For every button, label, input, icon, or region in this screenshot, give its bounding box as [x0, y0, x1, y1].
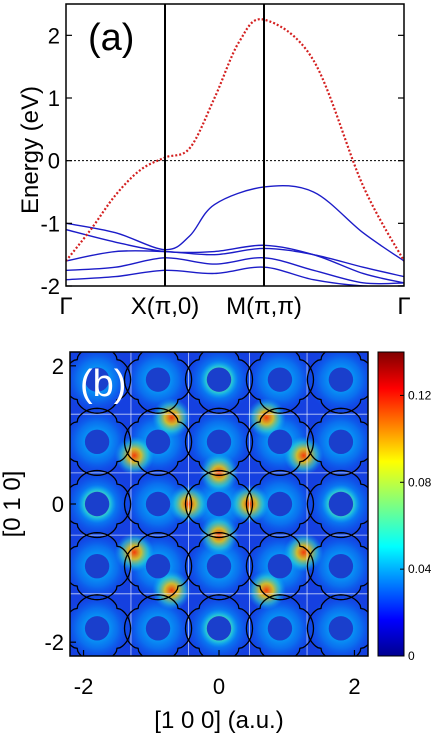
atom-site — [84, 491, 110, 517]
band-lines — [66, 184, 404, 286]
contour-line — [70, 532, 132, 601]
k-label-m: M(π,π) — [226, 293, 302, 320]
highlighted-band — [66, 18, 404, 262]
energy-axis-label: Energy (eV) — [17, 86, 44, 214]
atom-site — [328, 491, 354, 517]
band-plot-frame — [65, 3, 405, 287]
heatmap-hotspot — [246, 570, 286, 610]
x-tick-label: -2 — [74, 674, 94, 699]
atom-site — [267, 367, 293, 392]
band-line-2 — [66, 228, 404, 284]
contour-line — [123, 532, 193, 601]
y-axis-label: [0 1 0] — [0, 471, 26, 538]
band-line-4 — [66, 257, 404, 285]
heatmap-hotspot — [152, 398, 192, 438]
contour-line — [184, 407, 254, 476]
atom-site — [206, 367, 232, 392]
band-line-3 — [66, 247, 404, 278]
atom-site — [206, 429, 232, 455]
x-tick-label: 0 — [213, 674, 225, 699]
atom-site — [145, 616, 171, 641]
atom-site — [328, 553, 354, 579]
x-axis-label: [1 0 0] (a.u.) — [154, 707, 283, 734]
atom-site — [84, 616, 110, 641]
atom-site — [145, 429, 171, 455]
atom-site — [267, 491, 293, 517]
heatmap-cells — [70, 352, 368, 656]
panel-a-label: (a) — [88, 17, 134, 59]
y-tick-label: 0 — [52, 492, 64, 517]
energy-axis-ticks: -2 -1 0 1 2 — [40, 23, 404, 299]
heatmap-axis-ticks: -2 0 2 -2 0 2 — [44, 354, 360, 699]
atom-site — [206, 616, 232, 641]
atom-site — [145, 367, 171, 392]
x-tick-label: 2 — [348, 674, 360, 699]
heatmap-hotspot — [246, 398, 286, 438]
energy-tick-label: 2 — [48, 23, 60, 48]
atom-site — [328, 616, 354, 641]
k-label-gamma-start: Γ — [59, 293, 72, 320]
contour-line — [123, 407, 193, 476]
atom-site — [267, 553, 293, 579]
charge-density-panel: (b) -2 0 2 -2 0 2 [1 0 0] (a.u.) [0 1 0] 0 0.0… — [0, 351, 432, 734]
contour-line — [245, 469, 315, 539]
energy-tick-label: -1 — [40, 211, 60, 236]
atom-site — [206, 491, 232, 517]
atom-site — [267, 429, 293, 455]
band-line-1 — [66, 184, 404, 262]
atom-site — [267, 616, 293, 641]
colorbar-tick-label: 0.12 — [408, 388, 432, 402]
atom-site — [145, 553, 171, 579]
atom-site — [84, 429, 110, 455]
contour-line — [306, 532, 368, 601]
colorbar-tick-label: 0.08 — [408, 475, 432, 489]
colorbar — [377, 351, 405, 657]
colorbar-tick-label: 0 — [408, 649, 415, 663]
atom-site — [84, 553, 110, 579]
energy-tick-label: -2 — [40, 274, 60, 299]
atom-site — [206, 553, 232, 579]
heatmap-hotspot — [152, 570, 192, 610]
colorbar-tick-label: 0.04 — [408, 562, 432, 576]
atom-site — [145, 491, 171, 517]
contour-line — [184, 469, 254, 539]
y-tick-label: -2 — [44, 630, 64, 655]
k-label-gamma-end: Γ — [397, 293, 410, 320]
contour-line — [306, 469, 368, 539]
contour-line — [245, 407, 315, 476]
panel-b-label: (b) — [80, 363, 126, 405]
energy-tick-label: 0 — [48, 149, 60, 174]
atom-site — [328, 367, 354, 392]
k-label-x: X(π,0) — [131, 293, 200, 320]
atom-site — [84, 367, 110, 392]
contour-line — [123, 469, 193, 539]
contour-line — [70, 407, 132, 476]
energy-tick-label: 1 — [48, 86, 60, 111]
contour-line — [306, 407, 368, 476]
contour-line — [184, 532, 254, 601]
colorbar-ticks: 0 0.04 0.08 0.12 — [400, 388, 432, 663]
y-tick-label: 2 — [52, 354, 64, 379]
contour-line — [245, 532, 315, 601]
contour-line — [70, 469, 132, 539]
atom-site — [328, 429, 354, 455]
